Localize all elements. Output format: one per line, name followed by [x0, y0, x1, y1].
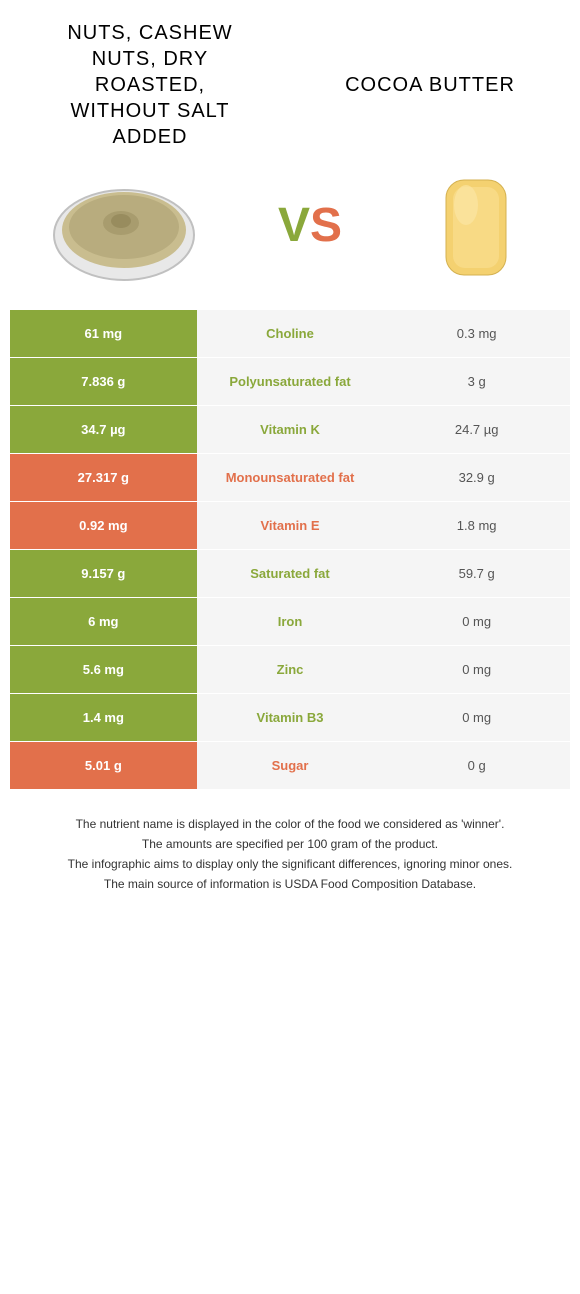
- nutrient-label: Vitamin K: [197, 406, 384, 454]
- footer-line-4: The main source of information is USDA F…: [15, 875, 565, 893]
- nutrient-label: Choline: [197, 310, 384, 358]
- vs-badge: VS: [278, 198, 342, 253]
- right-value: 32.9 g: [383, 454, 570, 502]
- left-value: 5.6 mg: [10, 646, 197, 694]
- left-food-image: [49, 165, 199, 285]
- right-value: 0 g: [383, 742, 570, 790]
- vs-v-letter: V: [278, 199, 310, 252]
- right-value: 0 mg: [383, 694, 570, 742]
- left-value: 34.7 µg: [10, 406, 197, 454]
- left-food-title: NUTS, CASHEW NUTS, DRY ROASTED, WITHOUT …: [60, 20, 240, 150]
- footer-line-3: The infographic aims to display only the…: [15, 855, 565, 873]
- left-value: 1.4 mg: [10, 694, 197, 742]
- right-value: 0.3 mg: [383, 310, 570, 358]
- nutrient-label: Zinc: [197, 646, 384, 694]
- right-value: 24.7 µg: [383, 406, 570, 454]
- left-value: 7.836 g: [10, 358, 197, 406]
- table-row: 7.836 gPolyunsaturated fat3 g: [10, 358, 570, 406]
- nutrient-label: Monounsaturated fat: [197, 454, 384, 502]
- table-row: 9.157 gSaturated fat59.7 g: [10, 550, 570, 598]
- table-row: 5.01 gSugar0 g: [10, 742, 570, 790]
- table-row: 6 mgIron0 mg: [10, 598, 570, 646]
- left-value: 9.157 g: [10, 550, 197, 598]
- footer-line-1: The nutrient name is displayed in the co…: [15, 815, 565, 833]
- right-value: 1.8 mg: [383, 502, 570, 550]
- table-row: 27.317 gMonounsaturated fat32.9 g: [10, 454, 570, 502]
- table-row: 61 mgCholine0.3 mg: [10, 310, 570, 358]
- footer-notes: The nutrient name is displayed in the co…: [10, 815, 570, 893]
- right-value: 0 mg: [383, 598, 570, 646]
- nutrient-label: Vitamin B3: [197, 694, 384, 742]
- right-value: 3 g: [383, 358, 570, 406]
- nutrient-label: Iron: [197, 598, 384, 646]
- table-row: 5.6 mgZinc0 mg: [10, 646, 570, 694]
- nutrient-table: 61 mgCholine0.3 mg7.836 gPolyunsaturated…: [10, 310, 570, 790]
- nutrient-label: Polyunsaturated fat: [197, 358, 384, 406]
- left-value: 5.01 g: [10, 742, 197, 790]
- right-food-image: [421, 165, 531, 285]
- images-row: VS: [10, 165, 570, 285]
- table-row: 34.7 µgVitamin K24.7 µg: [10, 406, 570, 454]
- footer-line-2: The amounts are specified per 100 gram o…: [15, 835, 565, 853]
- header-titles: NUTS, CASHEW NUTS, DRY ROASTED, WITHOUT …: [10, 20, 570, 150]
- left-value: 27.317 g: [10, 454, 197, 502]
- nutrient-label: Sugar: [197, 742, 384, 790]
- left-value: 61 mg: [10, 310, 197, 358]
- nutrient-label: Saturated fat: [197, 550, 384, 598]
- right-value: 0 mg: [383, 646, 570, 694]
- right-value: 59.7 g: [383, 550, 570, 598]
- nutrient-label: Vitamin E: [197, 502, 384, 550]
- right-food-title: COCOA BUTTER: [340, 72, 520, 98]
- left-value: 6 mg: [10, 598, 197, 646]
- table-row: 1.4 mgVitamin B30 mg: [10, 694, 570, 742]
- table-row: 0.92 mgVitamin E1.8 mg: [10, 502, 570, 550]
- left-value: 0.92 mg: [10, 502, 197, 550]
- vs-s-letter: S: [310, 199, 342, 252]
